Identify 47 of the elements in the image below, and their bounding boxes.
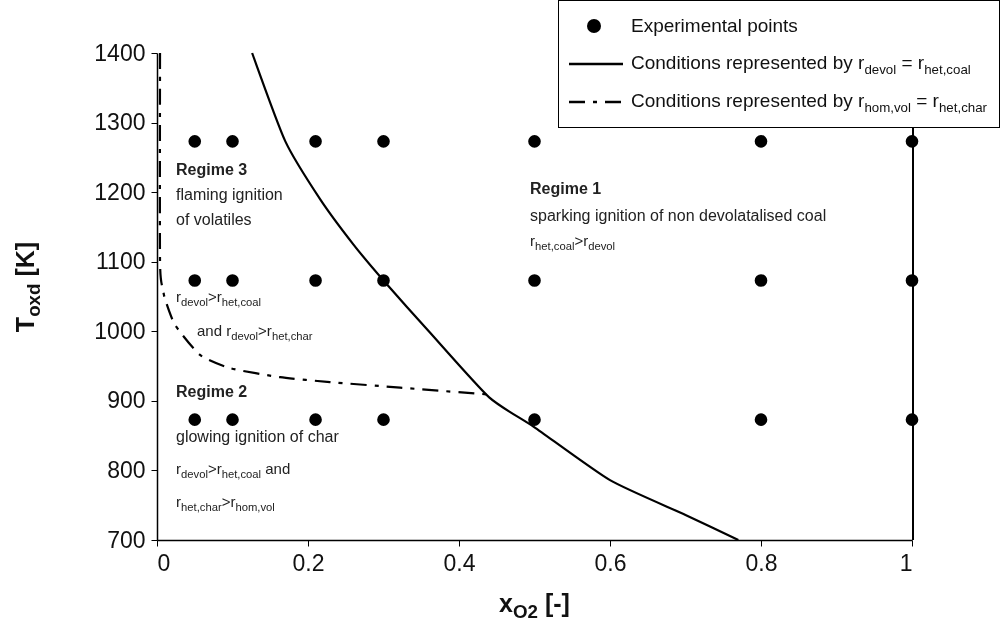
y-tick-label: 1000 (94, 317, 146, 344)
x-tick-label: 0.6 (594, 549, 627, 576)
y-tick-label: 1200 (94, 178, 146, 205)
point (528, 135, 541, 148)
point (754, 274, 768, 287)
annotation: r$_{het,coal}$>r$_{devol}$ (530, 232, 616, 252)
y-tick-label: 800 (107, 456, 146, 483)
x-axis-title: x$_{O2}$ [-] (499, 589, 570, 623)
point (377, 135, 390, 148)
annotation: Regime 2 (176, 383, 248, 401)
annotation: and r$_{devol}$>r$_{het,char}$ (197, 322, 313, 342)
point (528, 274, 541, 287)
point (226, 413, 239, 426)
point (188, 274, 202, 287)
point (528, 413, 541, 426)
point (754, 135, 768, 148)
x-tick-label: 0 (157, 549, 171, 576)
x-tick-label: 0.4 (443, 549, 476, 576)
point (309, 274, 322, 287)
y-tick-label: 900 (107, 387, 146, 414)
annotation: r$_{devol}$>r$_{het,coal}$ (176, 288, 262, 308)
annotation: sparking ignition of non devolatalised coal (530, 207, 827, 225)
point (309, 413, 322, 426)
annotation: flaming ignition (176, 186, 283, 204)
legend-label: Conditions represented by r$_{devol}$ = r$_{het,coal}$ (630, 51, 971, 77)
point (226, 135, 239, 148)
annotation: Regime 1 (530, 180, 602, 198)
point (377, 413, 390, 426)
y-tick-label: 1100 (96, 248, 146, 275)
annotation: of volatiles (176, 211, 252, 229)
y-tick-label: 700 (107, 526, 146, 553)
point (188, 413, 202, 426)
annotation: Regime 3 (176, 161, 248, 179)
annotation: r$_{devol}$>r$_{het,coal}$ and (176, 460, 291, 480)
point (754, 413, 768, 426)
x-tick-label: 0.2 (292, 549, 325, 576)
annotation: r$_{het,char}$>r$_{hom,vol}$ (176, 493, 275, 513)
x-tick-label: 1 (899, 549, 913, 576)
legend-label: Experimental points (630, 15, 798, 37)
x-tick-label: 0.8 (745, 549, 778, 576)
y-tick-label: 1300 (94, 109, 146, 136)
point (226, 274, 239, 287)
annotation: glowing ignition of char (176, 428, 339, 446)
legend-label: Conditions represented by r$_{hom,vol}$ = r$_{het,char}$ (630, 89, 987, 115)
y-tick-label: 1400 (94, 39, 146, 66)
point (188, 135, 202, 148)
point (309, 135, 322, 148)
